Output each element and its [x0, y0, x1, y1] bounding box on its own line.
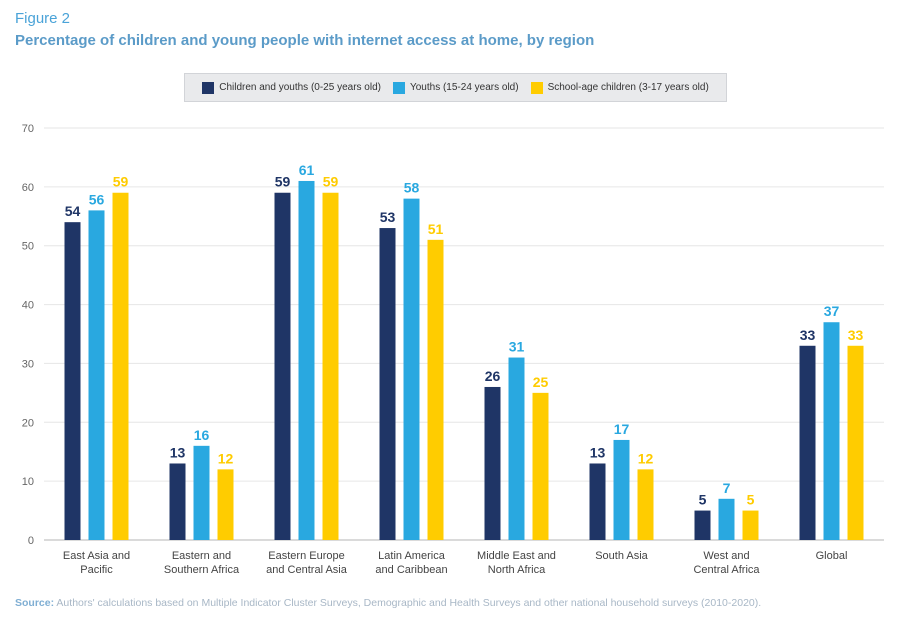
data-label: 56 [89, 191, 105, 207]
bar [799, 345, 816, 540]
data-label: 53 [380, 209, 396, 225]
data-label: 31 [509, 339, 525, 355]
bar [742, 510, 759, 540]
bar [217, 469, 234, 540]
bar [508, 357, 525, 540]
legend-swatch [202, 81, 215, 94]
source-label: Source: [15, 597, 55, 609]
bar [112, 192, 129, 540]
bar [193, 445, 210, 540]
x-tick-label: Central Africa [693, 564, 760, 576]
y-tick-label: 70 [22, 123, 34, 135]
bar [484, 386, 501, 540]
x-tick-label: and Caribbean [375, 564, 447, 576]
source-note: Source: Authors' calculations based on M… [15, 597, 761, 609]
y-tick-label: 0 [28, 535, 34, 547]
data-label: 13 [170, 444, 186, 460]
x-tick-label: South Asia [595, 550, 648, 562]
data-label: 33 [848, 327, 864, 343]
x-tick-label: North Africa [488, 564, 546, 576]
bar [613, 439, 630, 540]
data-label: 54 [65, 203, 81, 219]
data-label: 59 [113, 174, 129, 190]
data-label: 37 [824, 303, 840, 319]
bar [379, 228, 396, 541]
legend-label: School-age children (3-17 years old) [547, 82, 709, 93]
legend-item-children-youths: Children and youths (0-25 years old) [202, 81, 381, 94]
figure-label: Figure 2 [15, 10, 71, 27]
bar [718, 498, 735, 540]
x-tick-label: Eastern and [172, 550, 231, 562]
legend-swatch [392, 81, 405, 94]
chart-legend: Children and youths (0-25 years old) You… [184, 73, 727, 102]
bar [427, 239, 444, 541]
x-tick-label: and Central Asia [266, 564, 348, 576]
x-tick-label: West and [703, 550, 749, 562]
bar [532, 392, 549, 540]
bar [274, 192, 291, 540]
bar [322, 192, 339, 540]
legend-label: Children and youths (0-25 years old) [219, 82, 381, 93]
y-tick-label: 40 [22, 300, 34, 312]
x-tick-label: Latin America [378, 550, 446, 562]
data-label: 12 [638, 450, 654, 466]
legend-swatch [530, 81, 543, 94]
data-label: 26 [485, 368, 501, 384]
x-tick-label: Eastern Europe [268, 550, 344, 562]
data-label: 5 [699, 492, 707, 508]
data-label: 33 [800, 327, 816, 343]
source-text: Authors' calculations based on Multiple … [54, 597, 762, 609]
bar [589, 463, 606, 540]
data-label: 25 [533, 374, 549, 390]
data-label: 17 [614, 421, 630, 437]
data-label: 58 [404, 180, 420, 196]
data-label: 7 [723, 480, 731, 496]
bar [694, 510, 711, 540]
bar [298, 180, 315, 540]
data-label: 59 [323, 174, 339, 190]
legend-item-youths: Youths (15-24 years old) [392, 81, 519, 94]
y-tick-label: 60 [22, 182, 34, 194]
x-tick-label: Middle East and [477, 550, 556, 562]
bar [637, 469, 654, 540]
data-label: 59 [275, 174, 291, 190]
y-tick-label: 20 [22, 417, 34, 429]
y-tick-label: 30 [22, 358, 34, 370]
bar [64, 222, 81, 540]
data-label: 61 [299, 162, 315, 178]
bar [169, 463, 186, 540]
x-tick-label: Southern Africa [164, 564, 240, 576]
bar [88, 210, 105, 540]
data-label: 13 [590, 444, 606, 460]
bar [403, 198, 420, 540]
y-tick-label: 50 [22, 241, 34, 253]
bar [823, 322, 840, 540]
y-tick-label: 10 [22, 476, 34, 488]
data-label: 5 [747, 492, 755, 508]
x-tick-label: Pacific [80, 564, 113, 576]
legend-item-school-age: School-age children (3-17 years old) [530, 81, 709, 94]
x-tick-label: Global [816, 550, 848, 562]
bar [847, 345, 864, 540]
data-label: 12 [218, 450, 234, 466]
data-label: 16 [194, 427, 210, 443]
legend-label: Youths (15-24 years old) [409, 82, 519, 93]
x-tick-label: East Asia and [63, 550, 130, 562]
chart-title: Percentage of children and young people … [15, 32, 595, 49]
data-label: 51 [428, 221, 444, 237]
